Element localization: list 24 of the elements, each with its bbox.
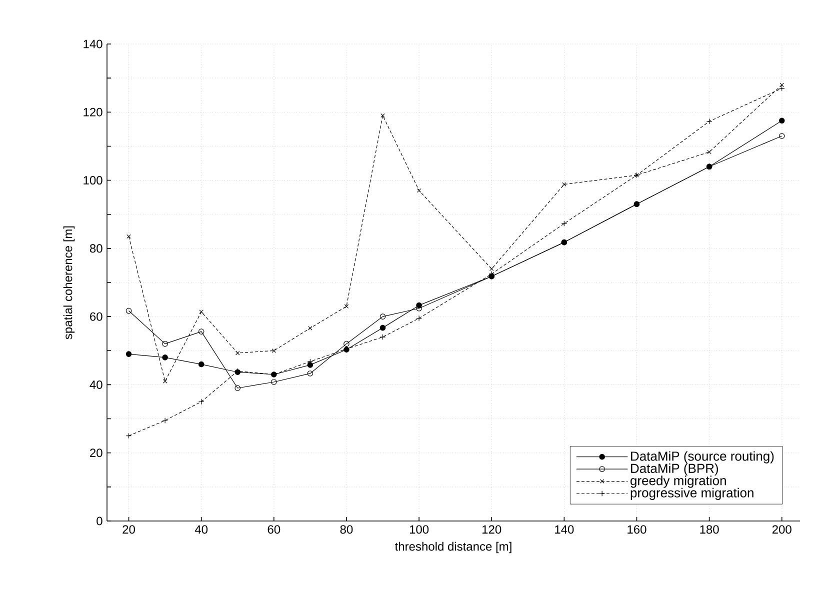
x-axis-title: threshold distance [m] [394,542,512,554]
legend-label: DataMiP (source routing) [631,451,774,464]
x-tick-label: 140 [555,525,574,534]
legend-label: progressive migration [630,488,754,500]
x-tick-label: 20 [122,525,135,534]
y-tick-label: 140 [84,40,102,48]
x-tick-label: 160 [628,525,646,534]
x-tick-label: 200 [772,525,792,534]
y-tick-label: 20 [90,448,102,458]
y-tick-label: 40 [90,380,102,389]
x-tick-label: 40 [194,525,208,534]
x-tick-label: 180 [700,525,719,534]
x-tick-label: 60 [268,525,280,534]
y-tick-label: 60 [90,312,102,321]
y-axis-title: spatial coherence [m] [63,226,75,340]
y-tick-label: 100 [84,176,102,185]
y-tick-label: 80 [90,244,102,253]
x-tick-label: 80 [340,525,353,534]
x-tick-label: 100 [410,525,429,534]
x-tick-label: 120 [482,525,502,534]
y-tick-label: 120 [84,108,102,116]
y-tick-label: 0 [96,516,102,526]
legend-label: greedy migration [630,476,726,488]
legend-label: DataMiP (BPR) [631,463,718,476]
